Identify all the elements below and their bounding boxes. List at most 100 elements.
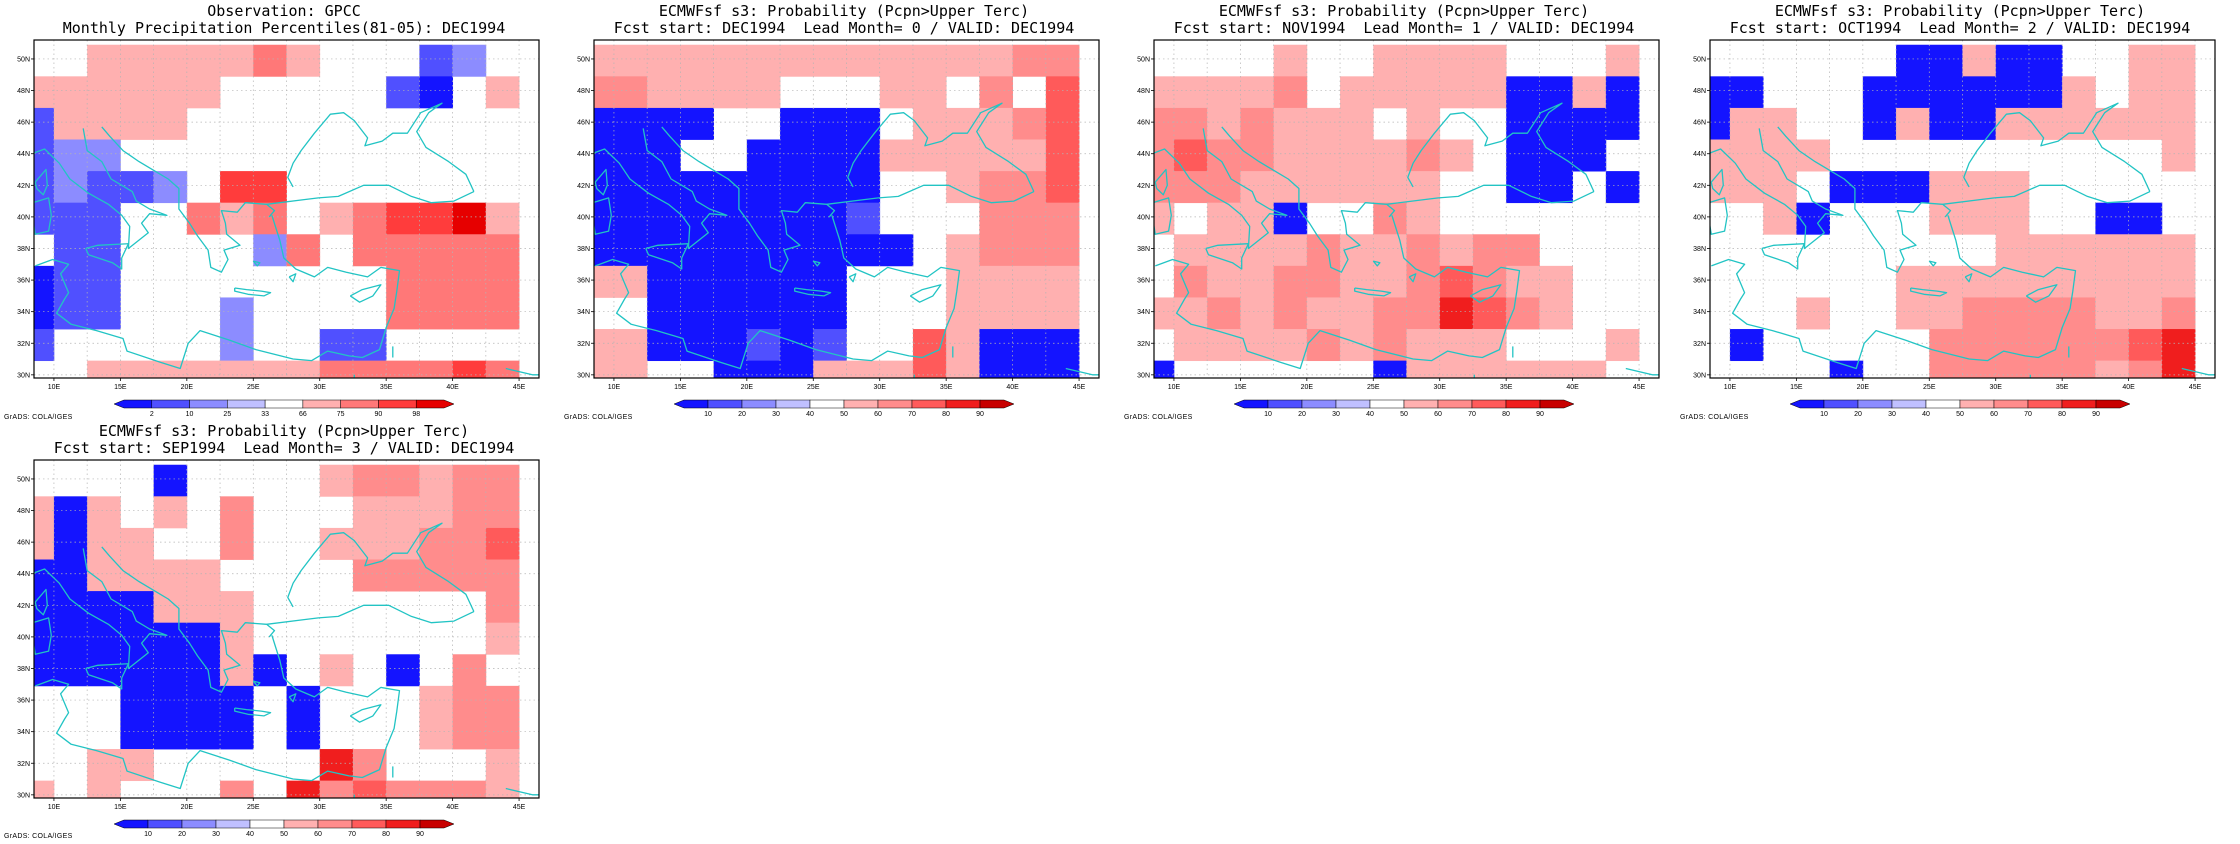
grid-cell (2095, 297, 2130, 330)
grid-cell (979, 171, 1014, 204)
lon-tick-label: 35E (2056, 384, 2069, 391)
gridlines (1154, 40, 1659, 378)
grid-cell (87, 44, 121, 77)
grid-cell (912, 76, 947, 109)
grid-cell (1306, 234, 1341, 267)
grid-cell (2028, 265, 2063, 298)
grid-cell (1207, 107, 1241, 140)
grid-cell (613, 202, 648, 235)
grid-cell (286, 685, 321, 718)
coastline (546, 141, 564, 255)
grid-cell (186, 717, 221, 750)
grid-cell (153, 591, 188, 624)
coastline (266, 184, 475, 205)
grid-cell (1207, 234, 1241, 267)
grid-cell (1012, 329, 1047, 362)
grid-cell (1306, 297, 1341, 330)
grid-cell (419, 202, 454, 235)
grid-cell (87, 780, 121, 798)
grid-cell (613, 171, 648, 204)
grid-cell (979, 360, 1014, 378)
grid-cell (153, 654, 188, 687)
grid-cell (1572, 139, 1607, 172)
grid-cell (846, 360, 881, 378)
grid-cell (1710, 107, 1731, 140)
grid-cell (485, 265, 520, 298)
grid-cell (53, 622, 88, 655)
coastline (85, 663, 130, 690)
grid-cell (813, 202, 847, 235)
coastline (288, 693, 297, 703)
grid-cell (34, 139, 55, 172)
grid-cell (594, 329, 615, 362)
grid-cell (2062, 76, 2096, 109)
coastline (1106, 141, 1124, 255)
grid-cell (186, 685, 221, 718)
grid-cell (153, 559, 188, 592)
lat-tick-label: 38N (577, 246, 590, 253)
grid-cell (1173, 76, 1208, 109)
grid-cell (220, 44, 254, 77)
lon-tick-label: 10E (1168, 384, 1181, 391)
grid-cell (946, 44, 980, 77)
lon-tick-label: 40E (446, 384, 459, 391)
lon-tick-label: 35E (1500, 384, 1513, 391)
panel-lead2: ECMWFsf s3: Probability (Pcpn>Upper Terc… (1680, 0, 2240, 424)
grid-cell (87, 171, 121, 204)
grid-cell (1306, 139, 1341, 172)
lat-tick-label: 34N (1137, 309, 1150, 316)
grid-cell (153, 496, 188, 529)
grid-cell (1439, 234, 1474, 267)
grid-cell (594, 265, 615, 298)
coastlines (594, 102, 1124, 378)
lat-tick-label: 34N (1693, 309, 1706, 316)
grid-cell (2161, 297, 2196, 330)
grid-cell (713, 171, 748, 204)
color-bar-segment (249, 819, 285, 829)
lat-tick-label: 30N (1137, 372, 1150, 379)
lat-tick-label: 36N (1137, 278, 1150, 285)
panel-lead0: ECMWFsf s3: Probability (Pcpn>Upper Terc… (564, 0, 1124, 424)
grid-cell (1240, 107, 1275, 140)
grid-cell (594, 139, 615, 172)
grid-cell (286, 717, 321, 750)
coastline (1761, 243, 1806, 270)
grid-cell (713, 44, 748, 77)
grid-cell (780, 297, 814, 330)
grid-cell (2095, 107, 2130, 140)
coastlines (34, 522, 539, 798)
coastline (1711, 215, 2077, 370)
color-bar-label: 50 (840, 411, 848, 418)
grid-cell (1829, 360, 1864, 378)
grid-cell (1506, 360, 1540, 378)
lon-tick-label: 45E (2189, 384, 2202, 391)
lat-tick-label: 50N (1693, 56, 1706, 63)
grid-cell (780, 360, 814, 378)
grads-credit: GrADS: COLA/IGES (564, 414, 633, 421)
grid-cell (1539, 171, 1574, 204)
grid-cell (1439, 139, 1474, 172)
grid-cell (1240, 171, 1275, 204)
color-bar-segment (340, 399, 379, 409)
coastlines (1154, 102, 1659, 378)
grid-cell (2028, 297, 2063, 330)
grid-cell (713, 234, 748, 267)
grid-cell (120, 527, 155, 560)
color-bar-segment (1993, 399, 2029, 409)
coastlines (1710, 102, 2215, 378)
grid-cell (34, 559, 55, 592)
grid-cell (253, 44, 287, 77)
lat-tick-label: 42N (17, 183, 30, 190)
grid-cell (1605, 329, 1640, 362)
lon-tick-label: 40E (446, 804, 459, 811)
color-bar-segment (317, 819, 353, 829)
panel-title-line2: Fcst start: NOV1994 Lead Month= 1 / VALI… (1173, 19, 1635, 37)
lon-tick-label: 40E (1566, 384, 1579, 391)
grid-cell (452, 527, 487, 560)
grid-cell (485, 360, 520, 378)
grid-cell (1154, 297, 1175, 330)
grid-cell (846, 202, 881, 235)
grid-cell (1306, 265, 1341, 298)
grid-cell (1995, 360, 2030, 378)
color-bar-segment (2027, 399, 2063, 409)
